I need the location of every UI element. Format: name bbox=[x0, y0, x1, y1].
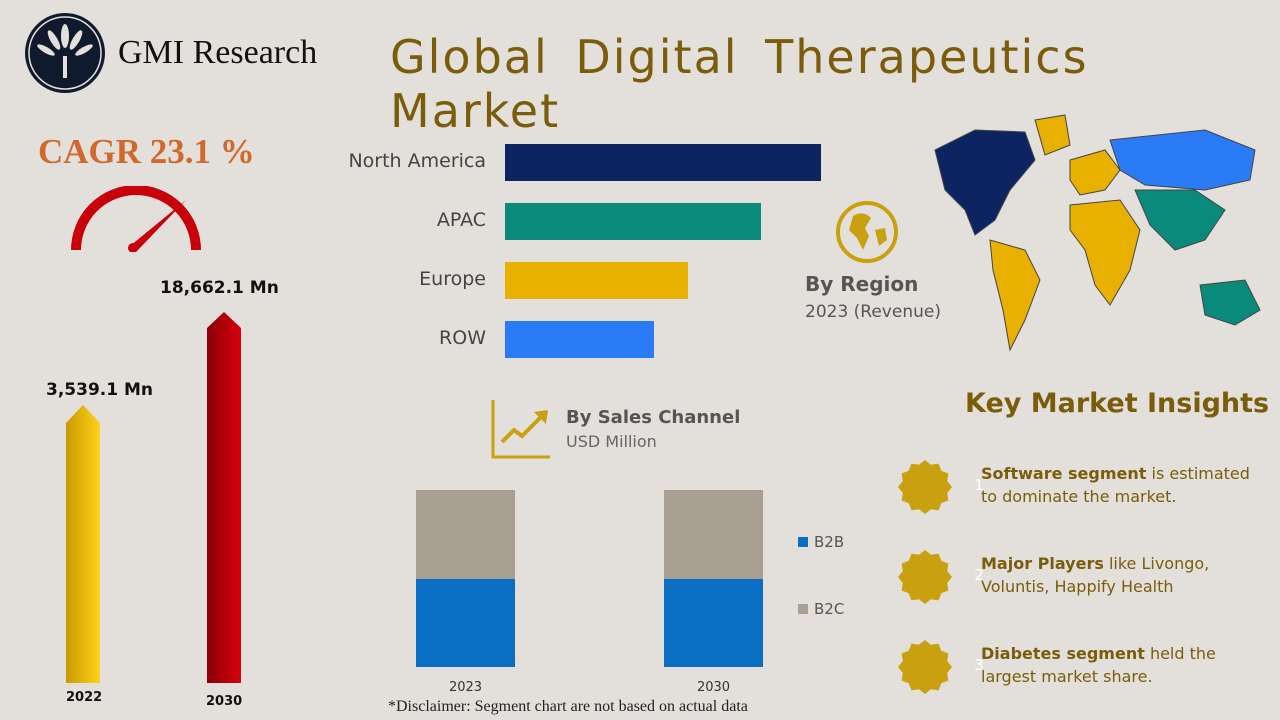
insights-title: Key Market Insights bbox=[965, 388, 1270, 419]
speedometer-icon bbox=[71, 186, 201, 252]
legend-b2c: B2C bbox=[814, 600, 845, 618]
stack-segment-b2b bbox=[664, 578, 763, 667]
insight-badge: 1 bbox=[898, 460, 984, 514]
insight-text: Diabetes segment held the largest market… bbox=[981, 642, 1261, 688]
cagr-label: CAGR 23.1 % bbox=[38, 132, 255, 171]
insight-text: Software segment is estimated to dominat… bbox=[981, 462, 1261, 508]
insight-badge: 3 bbox=[898, 640, 984, 694]
trend-up-icon bbox=[491, 400, 550, 459]
region-bar bbox=[505, 262, 689, 299]
world-map bbox=[934, 114, 1261, 352]
brand-name: GMI Research bbox=[118, 34, 318, 71]
stack-segment-b2b bbox=[416, 578, 515, 667]
region-bar bbox=[505, 321, 654, 358]
year-2022: 2022 bbox=[66, 690, 103, 705]
x-tick-label: 2023 bbox=[448, 680, 483, 695]
legend-b2b: B2B bbox=[814, 533, 845, 551]
value-2022: 3,539.1 Mn bbox=[46, 380, 153, 400]
legend-swatch-b2b bbox=[798, 537, 808, 547]
insight-number: 3 bbox=[974, 656, 984, 674]
region-bar bbox=[505, 144, 821, 181]
region-label: ROW bbox=[439, 327, 486, 349]
sales-title: By Sales Channel bbox=[566, 407, 741, 428]
region-title: By Region bbox=[805, 272, 919, 296]
year-2030: 2030 bbox=[206, 694, 243, 709]
globe-icon bbox=[836, 201, 898, 263]
sales-subtitle: USD Million bbox=[566, 432, 657, 451]
insight-rest: is estimated to dominate the market. bbox=[981, 464, 1250, 506]
value-2030: 18,662.1 Mn bbox=[160, 278, 279, 298]
region-label: North America bbox=[348, 150, 486, 172]
insight-rest: like Livongo, Voluntis, Happify Health bbox=[981, 554, 1210, 596]
insight-bold: Major Players bbox=[981, 554, 1104, 573]
insight-badge: 2 bbox=[898, 550, 984, 604]
insight-bold: Diabetes segment bbox=[981, 644, 1145, 663]
disclaimer: *Disclaimer: Segment chart are not based… bbox=[388, 698, 748, 715]
x-tick-label: 2030 bbox=[696, 680, 731, 695]
gmi-logo bbox=[25, 13, 105, 93]
insight-number: 1 bbox=[974, 476, 984, 494]
stack-segment-b2c bbox=[664, 490, 763, 579]
insight-text: Major Players like Livongo, Voluntis, Ha… bbox=[981, 552, 1261, 598]
page-title: Global Digital Therapeutics Market bbox=[390, 30, 1089, 138]
bar-2030 bbox=[207, 312, 241, 683]
region-label: APAC bbox=[436, 209, 486, 231]
insight-rest: held the largest market share. bbox=[981, 644, 1216, 686]
region-subtitle: 2023 (Revenue) bbox=[805, 302, 941, 322]
region-bar bbox=[505, 203, 761, 240]
insight-bold: Software segment bbox=[981, 464, 1147, 483]
legend-swatch-b2c bbox=[798, 604, 808, 614]
stack-segment-b2c bbox=[416, 490, 515, 579]
region-label: Europe bbox=[419, 268, 486, 290]
insight-number: 2 bbox=[974, 566, 984, 584]
bar-2022 bbox=[66, 405, 100, 683]
